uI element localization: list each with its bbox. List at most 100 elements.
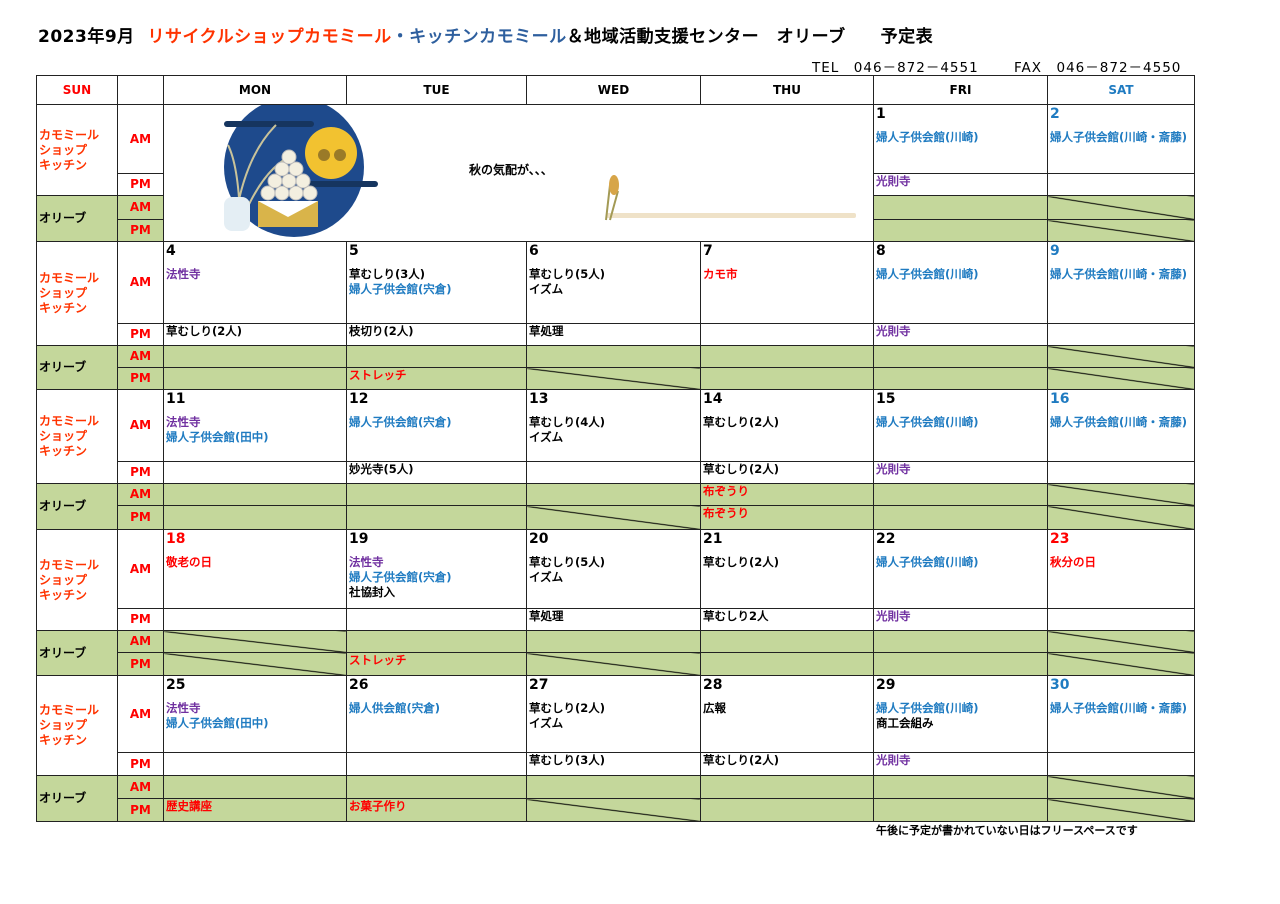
day-cell-am: 1 婦人子供会館(川崎) — [873, 104, 1048, 174]
week-1-row: カモミール ショップ キッチン AM 秋の気配が、、、 1 婦人子供会館(川崎) 2 婦人子… — [36, 104, 1195, 242]
olive-cell-pm — [526, 652, 701, 676]
schedule-item: ストレッチ — [349, 653, 407, 668]
title-shop: リサイクルショップカモミール — [147, 27, 392, 47]
schedule-item: 婦人子供会館(川崎) — [876, 267, 979, 281]
week-3-row: PM 妙光寺(5人) 草むしり(2人) 光則寺 — [37, 461, 1195, 484]
olive-cell-am — [346, 345, 527, 368]
week-1-row: オリーブ AM — [36, 195, 1195, 242]
day-cell-am: 23 秋分の日 — [1047, 529, 1195, 609]
schedule-item: 婦人子供会館(宍倉) — [349, 282, 452, 296]
schedule-item: 婦人子供会館(田中) — [166, 430, 269, 444]
schedule-item: 婦人子供会館(宍倉) — [349, 415, 452, 429]
olive-cell-pm — [700, 652, 874, 676]
schedule-item: 草むしり(5人) — [529, 555, 606, 569]
date-number: 25 — [166, 677, 186, 693]
column-header-fri: FRI — [873, 75, 1048, 105]
schedule-item: 婦人子供会館(川崎・斎藤) — [1050, 267, 1188, 281]
olive-cell-am — [163, 775, 347, 799]
olive-cell-pm — [1047, 798, 1195, 822]
date-number: 11 — [166, 391, 186, 407]
day-cell-pm: 草処理 — [526, 323, 701, 346]
schedule-item: 草処理 — [529, 609, 564, 624]
olive-cell-am — [1047, 483, 1195, 506]
date-number: 30 — [1050, 677, 1070, 693]
olive-cell-pm: ストレッチ — [346, 652, 527, 676]
date-number: 27 — [529, 677, 549, 693]
column-header-thu: THU — [700, 75, 874, 105]
day-cell-am: 25 法性寺 婦人子供会館(田中) — [163, 675, 347, 753]
pm-label: PM — [117, 608, 164, 631]
olive-cell-am — [1047, 195, 1195, 220]
day-cell-pm: 光則寺 — [873, 323, 1048, 346]
day-cell-am: 18 敬老の日 — [163, 529, 347, 609]
am-label: AM — [117, 675, 164, 753]
schedule-item: カモ市 — [703, 267, 738, 281]
day-cell-pm: 光則寺 — [873, 752, 1048, 776]
day-cell-pm — [163, 461, 347, 484]
schedule-item: 光則寺 — [876, 462, 911, 477]
date-number: 28 — [703, 677, 723, 693]
olive-cell-am — [526, 483, 701, 506]
olive-cell-am — [526, 630, 701, 653]
olive-cell-am — [163, 345, 347, 368]
olive-cell-pm — [873, 219, 1048, 242]
olive-cell-am — [526, 345, 701, 368]
week-4-row: カモミール ショップ キッチン AM 18 敬老の日 19 法性寺 婦人子供会館(宍倉) 社協… — [36, 529, 1195, 631]
schedule-item: 社協封入 — [349, 585, 395, 599]
am-label: AM — [117, 630, 164, 653]
date-number: 7 — [703, 243, 713, 259]
date-number: 14 — [703, 391, 723, 407]
week-4-row: オリーブ AM — [36, 630, 1195, 676]
olive-cell-pm — [526, 798, 701, 822]
date-number: 15 — [876, 391, 896, 407]
day-cell-am: 5 草むしり(3人) 婦人子供会館(宍倉) — [346, 241, 527, 324]
day-cell-am: 2 婦人子供会館(川崎・斎藤) — [1047, 104, 1195, 174]
schedule-item: 草むしり(3人) — [529, 753, 606, 768]
day-cell-pm: 光則寺 — [873, 608, 1048, 631]
label-olive: オリーブ — [36, 195, 118, 242]
tel-number: TEL 046－872－4551 — [812, 60, 979, 76]
olive-cell-am — [346, 775, 527, 799]
schedule-item: お菓子作り — [349, 799, 407, 814]
day-cell-pm — [526, 461, 701, 484]
schedule-item: 敬老の日 — [166, 555, 212, 569]
label-olive: オリーブ — [36, 775, 118, 822]
schedule-item: 布ぞうり — [703, 506, 749, 521]
column-header-period — [117, 75, 164, 105]
day-cell-am: 28 広報 — [700, 675, 874, 753]
am-label: AM — [117, 241, 164, 324]
day-cell-pm — [1047, 461, 1195, 484]
day-cell-am: 30 婦人子供会館(川崎・斎藤) — [1047, 675, 1195, 753]
day-cell-pm — [1047, 323, 1195, 346]
schedule-item: 草むしり(2人) — [703, 462, 780, 477]
date-number: 29 — [876, 677, 896, 693]
label-kitchen: カモミール ショップ キッチン — [36, 104, 118, 196]
pm-label: PM — [117, 798, 164, 822]
olive-cell-pm — [526, 505, 701, 530]
olive-cell-pm — [873, 367, 1048, 390]
day-cell-am: 4 法性寺 — [163, 241, 347, 324]
day-cell-am: 12 婦人子供会館(宍倉) — [346, 389, 527, 462]
date-number: 20 — [529, 531, 549, 547]
olive-cell-am — [526, 775, 701, 799]
pm-label: PM — [117, 367, 164, 390]
fax-number: FAX 046－872－4550 — [1014, 60, 1182, 76]
date-number: 1 — [876, 106, 886, 122]
column-header-wed: WED — [526, 75, 701, 105]
olive-cell-am — [873, 345, 1048, 368]
day-cell-am: 9 婦人子供会館(川崎・斎藤) — [1047, 241, 1195, 324]
day-cell-pm: 草むしり(2人) — [163, 323, 347, 346]
schedule-item: 婦人子供会館(川崎・斎藤) — [1050, 415, 1188, 429]
schedule-item: 妙光寺(5人) — [349, 462, 414, 477]
day-cell-am: 7 カモ市 — [700, 241, 874, 324]
day-cell-am: 16 婦人子供会館(川崎・斎藤) — [1047, 389, 1195, 462]
schedule-item: 光則寺 — [876, 609, 911, 624]
day-cell-am: 26 婦人供会館(宍倉) — [346, 675, 527, 753]
art-caption: 秋の気配が、、、 — [469, 163, 553, 177]
schedule-item: 婦人子供会館(宍倉) — [349, 570, 452, 584]
week-3-row: カモミール ショップ キッチン AM 11 法性寺 婦人子供会館(田中) 12 婦人子供会館… — [36, 389, 1195, 484]
pm-label: PM — [117, 323, 164, 346]
schedule-item: 草むしり2人 — [703, 609, 769, 624]
schedule-item: 草むしり(2人) — [529, 701, 606, 715]
schedule-item: 草むしり(3人) — [349, 267, 426, 281]
